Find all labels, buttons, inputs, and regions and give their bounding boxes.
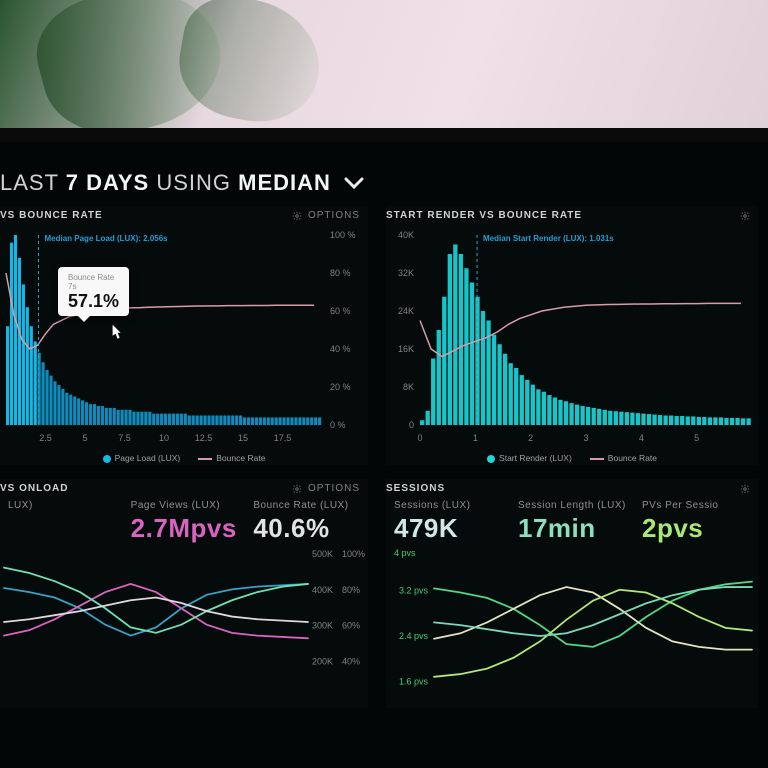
metric-label: Page Views (LUX): [131, 500, 238, 511]
svg-text:2.4 pvs: 2.4 pvs: [399, 631, 429, 641]
period-mid: USING: [156, 170, 231, 195]
panel-title: SESSIONS: [386, 483, 445, 494]
metric-label: Bounce Rate (LUX): [253, 500, 360, 511]
svg-text:12.5: 12.5: [195, 433, 213, 443]
metric-label: Session Length (LUX): [518, 500, 626, 511]
svg-text:100%: 100%: [342, 549, 365, 559]
svg-text:15: 15: [238, 433, 248, 443]
panel-options-button[interactable]: OPTIONS: [292, 483, 360, 494]
panel-title: VS ONLOAD: [0, 483, 68, 494]
svg-text:500K: 500K: [312, 549, 333, 559]
svg-text:8K: 8K: [403, 382, 414, 392]
metric: Session Length (LUX) 17min: [510, 500, 634, 558]
panel-title: START RENDER VS BOUNCE RATE: [386, 210, 582, 221]
panel-vs-onload: VS ONLOAD OPTIONS LUX) Page Views (LUX) 2.…: [0, 479, 368, 708]
metric-sub: 4 pvs: [394, 548, 502, 558]
chart-startrender-bounce[interactable]: 0 8K 16K 24K 32K 40K 0 1 2 3 4 5 Median Start Render…: [386, 227, 758, 447]
svg-text:60 %: 60 %: [330, 306, 351, 316]
panel-title: VS BOUNCE RATE: [0, 210, 103, 221]
chart-pageload-bounce[interactable]: 0 % 20 % 40 % 60 % 80 % 100 % 2.5 5 7.5 10 12.5 15 1…: [0, 227, 368, 447]
svg-text:60%: 60%: [342, 621, 360, 631]
svg-text:17.5: 17.5: [274, 433, 292, 443]
metric-value: 40.6%: [253, 513, 360, 544]
svg-text:40%: 40%: [342, 656, 360, 666]
svg-text:80 %: 80 %: [330, 268, 351, 278]
metric-row: Sessions (LUX) 479K 4 pvs Session Length (L…: [386, 500, 758, 558]
svg-text:40 %: 40 %: [330, 344, 351, 354]
legend-item: Bounce Rate: [198, 453, 265, 463]
svg-text:Median Start Render (LUX): 1.0: Median Start Render (LUX): 1.031s: [483, 234, 614, 243]
svg-text:0: 0: [409, 420, 414, 430]
panel-options-button[interactable]: OPTIONS: [292, 210, 360, 221]
svg-text:10: 10: [159, 433, 169, 443]
metric: LUX): [0, 500, 123, 544]
panel-startrender-vs-bounce: START RENDER VS BOUNCE RATE 0 8K 16K 24K 32K…: [386, 206, 758, 465]
svg-text:0 %: 0 %: [330, 420, 346, 430]
legend: Start Render (LUX) Bounce Rate: [386, 447, 758, 465]
options-label: OPTIONS: [308, 483, 360, 494]
svg-text:4: 4: [639, 433, 644, 443]
dashboard-screen: LAST 7 DAYS USING MEDIAN VS BOUNCE RATE …: [0, 128, 768, 768]
svg-text:16K: 16K: [398, 344, 414, 354]
svg-text:24K: 24K: [398, 306, 414, 316]
svg-text:100 %: 100 %: [330, 230, 356, 240]
gear-icon: [740, 484, 750, 494]
metric: PVs Per Sessio 2pvs: [634, 500, 758, 558]
gear-icon: [292, 211, 302, 221]
metric: Bounce Rate (LUX) 40.6%: [245, 500, 368, 544]
photo-background: [0, 0, 768, 142]
svg-text:2: 2: [528, 433, 533, 443]
gear-icon: [740, 211, 750, 221]
svg-text:2.5: 2.5: [39, 433, 52, 443]
metric-label: PVs Per Sessio: [642, 500, 750, 511]
metric-value: 2.7Mpvs: [131, 513, 238, 544]
metric-value: 17min: [518, 513, 626, 544]
svg-text:40K: 40K: [398, 230, 414, 240]
chart-onload-lines[interactable]: 500K 100% 400K 80% 300K 60% 200K 40%: [0, 544, 368, 694]
svg-text:32K: 32K: [398, 268, 414, 278]
period-aggregation: MEDIAN: [238, 170, 331, 195]
legend-item: Bounce Rate: [590, 453, 657, 463]
svg-text:200K: 200K: [312, 656, 333, 666]
svg-text:0: 0: [417, 433, 422, 443]
metric: Sessions (LUX) 479K 4 pvs: [386, 500, 510, 558]
period-days: 7 DAYS: [66, 170, 149, 195]
period-prefix: LAST: [0, 170, 59, 195]
legend-item: Page Load (LUX): [103, 453, 181, 463]
svg-text:3: 3: [583, 433, 588, 443]
chart-tooltip: Bounce Rate7s 57.1%: [58, 267, 129, 316]
svg-text:Median Page Load (LUX): 2.056s: Median Page Load (LUX): 2.056s: [44, 234, 168, 243]
svg-text:5: 5: [694, 433, 699, 443]
metric-row: LUX)Page Views (LUX)2.7MpvsBounce Rate (…: [0, 500, 368, 544]
metric: Page Views (LUX) 2.7Mpvs: [123, 500, 246, 544]
panel-options-button[interactable]: [740, 211, 750, 221]
svg-text:3.2 pvs: 3.2 pvs: [399, 586, 429, 596]
metric-value: 2pvs: [642, 513, 750, 544]
panel-pageload-vs-bounce: VS BOUNCE RATE OPTIONS 0 % 20 % 40 % 60 % 80…: [0, 206, 368, 465]
chevron-down-icon: [344, 176, 364, 190]
svg-text:1.6 pvs: 1.6 pvs: [399, 676, 429, 686]
options-label: OPTIONS: [308, 210, 360, 221]
legend-item: Start Render (LUX): [487, 453, 572, 463]
chart-sessions-lines[interactable]: 3.2 pvs 2.4 pvs 1.6 pvs: [386, 558, 758, 708]
svg-text:400K: 400K: [312, 585, 333, 595]
legend: Page Load (LUX) Bounce Rate: [0, 447, 368, 465]
svg-text:20 %: 20 %: [330, 382, 351, 392]
tooltip-value: 57.1%: [68, 291, 119, 312]
gear-icon: [292, 484, 302, 494]
svg-text:80%: 80%: [342, 585, 360, 595]
panel-sessions: SESSIONS Sessions (LUX) 479K 4 pvs Session …: [386, 479, 758, 708]
svg-text:7.5: 7.5: [118, 433, 131, 443]
metric-label: Sessions (LUX): [394, 500, 502, 511]
period-selector[interactable]: LAST 7 DAYS USING MEDIAN: [0, 142, 768, 206]
svg-text:1: 1: [473, 433, 478, 443]
metric-label: LUX): [8, 500, 115, 511]
metric-value: 479K: [394, 513, 502, 544]
panel-options-button[interactable]: [740, 484, 750, 494]
svg-text:300K: 300K: [312, 621, 333, 631]
svg-text:5: 5: [82, 433, 87, 443]
